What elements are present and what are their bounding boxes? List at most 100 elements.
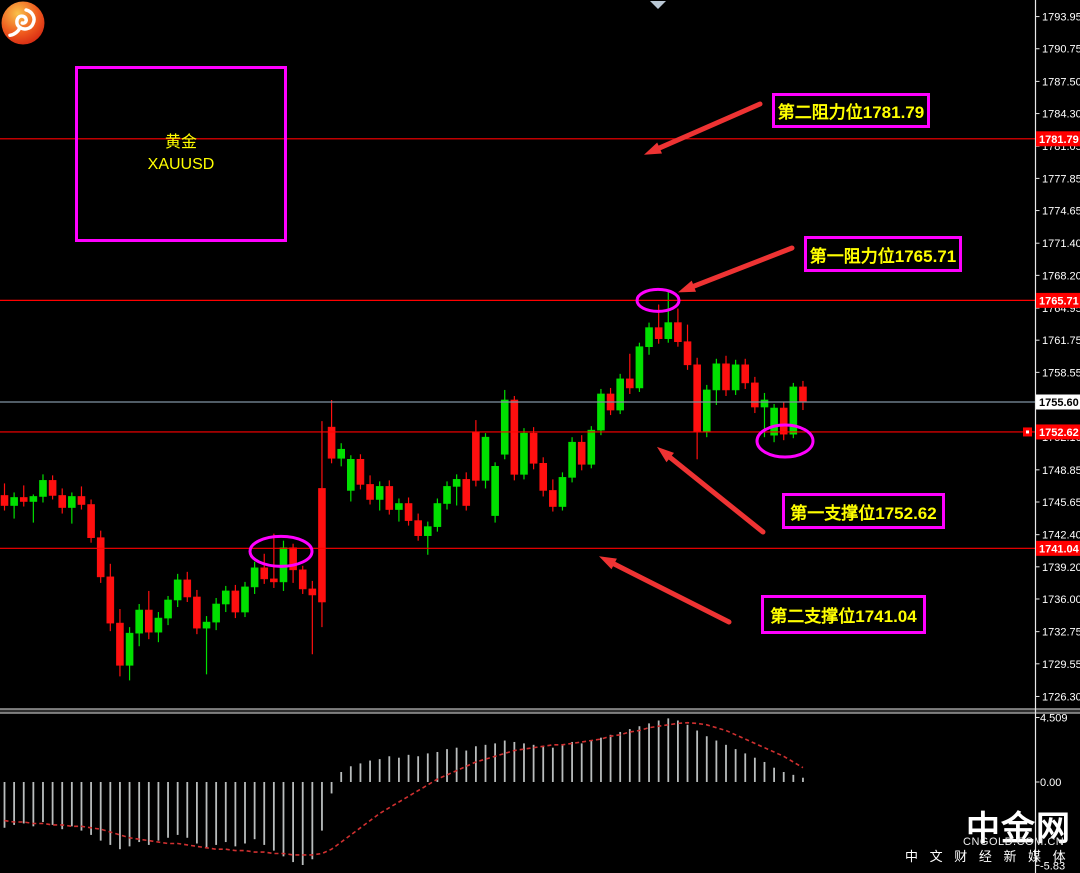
line-end-marker-core xyxy=(1026,430,1029,434)
candle-body xyxy=(664,322,673,339)
candle-body xyxy=(58,495,67,508)
candle-body xyxy=(0,495,9,506)
price-tag-second-support-text: 1741.04 xyxy=(1039,543,1080,555)
candle-body xyxy=(183,579,192,598)
annotation-arrow-head[interactable] xyxy=(678,280,696,293)
candle-body xyxy=(164,599,172,619)
candle-body xyxy=(597,393,605,431)
price-tick-label: 1758.55 xyxy=(1042,367,1080,379)
candle-body xyxy=(770,407,778,436)
candle-body xyxy=(327,426,336,459)
candle-body xyxy=(125,632,134,666)
candle-body xyxy=(308,588,317,596)
annotation-second-support-label[interactable]: 第二支撑位1741.04 xyxy=(761,595,926,634)
annotation-arrow-head[interactable] xyxy=(599,556,617,570)
candle-body xyxy=(356,458,365,485)
candle-body xyxy=(616,378,624,411)
candle-body xyxy=(722,363,730,391)
candle-body xyxy=(433,503,442,527)
candle-body xyxy=(19,497,28,502)
candle-body xyxy=(270,578,278,583)
candle-body xyxy=(29,496,38,502)
annotation-first-support-label[interactable]: 第一支撑位1752.62 xyxy=(782,493,945,529)
price-tick-label: 1777.85 xyxy=(1042,173,1080,185)
annotation-first-resistance-label[interactable]: 第一阻力位1765.71 xyxy=(804,236,962,272)
candle-body xyxy=(500,399,509,455)
macd-signal-line xyxy=(4,721,804,856)
candle-body xyxy=(106,576,115,624)
candle-body xyxy=(414,520,422,536)
candle-body xyxy=(385,486,394,510)
candle-body xyxy=(558,477,567,507)
candle-body xyxy=(212,603,220,623)
candle-body xyxy=(760,399,769,408)
candle-body xyxy=(241,586,249,613)
annotation-arrow-head[interactable] xyxy=(644,142,662,155)
candle-body xyxy=(779,407,788,435)
candle-body xyxy=(568,441,576,478)
candle-body xyxy=(702,389,711,433)
price-tag-second-resistance-text: 1781.79 xyxy=(1039,134,1079,146)
annotation-text: 第一支撑位1752.62 xyxy=(790,503,937,523)
price-tick-label: 1768.20 xyxy=(1042,270,1080,282)
candle-body xyxy=(741,364,750,384)
candle-body xyxy=(154,617,163,633)
annotation-second-resistance-label[interactable]: 第二阻力位1781.79 xyxy=(772,93,930,128)
candle-body xyxy=(221,590,230,605)
candle-body xyxy=(529,432,538,464)
candle-body xyxy=(443,486,451,504)
price-tick-label: 1784.30 xyxy=(1042,109,1080,121)
annotation-arrow-head[interactable] xyxy=(657,446,674,463)
candle-body xyxy=(674,322,682,343)
price-tag-first-resistance-text: 1765.71 xyxy=(1039,295,1079,307)
symbol-code: XAUUSD xyxy=(147,156,215,173)
chart-shift-triangle-icon[interactable] xyxy=(650,1,666,9)
candle-body xyxy=(654,327,663,339)
price-tick-label: 1732.75 xyxy=(1042,627,1080,639)
annotation-arrow-shaft[interactable] xyxy=(611,561,732,625)
annotation-text: 第二支撑位1741.04 xyxy=(770,607,917,626)
candle-body xyxy=(452,479,461,487)
candle-body xyxy=(462,479,471,506)
candle-body xyxy=(173,579,182,601)
candle-body xyxy=(751,382,759,408)
indicator-tick-label: 0.00 xyxy=(1040,777,1061,789)
price-tag-first-resistance xyxy=(1036,292,1080,308)
candle-body xyxy=(577,441,586,465)
candle-body xyxy=(423,526,432,536)
candle-body xyxy=(693,364,701,433)
candle-body xyxy=(395,503,403,510)
highlight-ellipse[interactable] xyxy=(248,534,314,568)
annotation-arrow-shaft[interactable] xyxy=(667,455,766,535)
candle-body xyxy=(404,503,413,521)
candle-body xyxy=(491,466,499,516)
symbol-info-box[interactable]: 黄金 XAUUSD xyxy=(75,66,287,242)
price-tick-label: 1790.75 xyxy=(1042,44,1080,56)
annotation-text: 第一阻力位1765.71 xyxy=(809,246,957,266)
candle-body xyxy=(520,432,528,475)
annotation-arrow-shaft[interactable] xyxy=(657,101,763,151)
highlight-ellipse[interactable] xyxy=(755,423,815,459)
annotation-arrow-shaft[interactable] xyxy=(691,245,795,289)
price-tick-label: 1736.00 xyxy=(1042,594,1080,606)
candle-body xyxy=(202,621,211,629)
candle-body xyxy=(472,431,480,481)
indicator-tick-label: -5.83 xyxy=(1040,860,1065,872)
price-tag-first-support-text: 1752.62 xyxy=(1039,427,1079,439)
candle-body xyxy=(375,486,384,500)
price-tick-label: 1771.40 xyxy=(1042,238,1080,250)
price-tick-label: 1761.75 xyxy=(1042,335,1080,347)
candle-body xyxy=(645,327,653,348)
pane-separator[interactable] xyxy=(0,709,1080,713)
candle-body xyxy=(799,386,807,403)
highlight-ellipse[interactable] xyxy=(635,287,681,313)
candle-body xyxy=(193,596,201,629)
candle-body xyxy=(116,622,124,666)
price-tag-first-support xyxy=(1036,424,1080,440)
price-tick-label: 1729.55 xyxy=(1042,659,1080,671)
candle-body xyxy=(260,567,269,580)
price-tick-label: 1787.50 xyxy=(1042,76,1080,88)
candle-body xyxy=(587,429,596,465)
